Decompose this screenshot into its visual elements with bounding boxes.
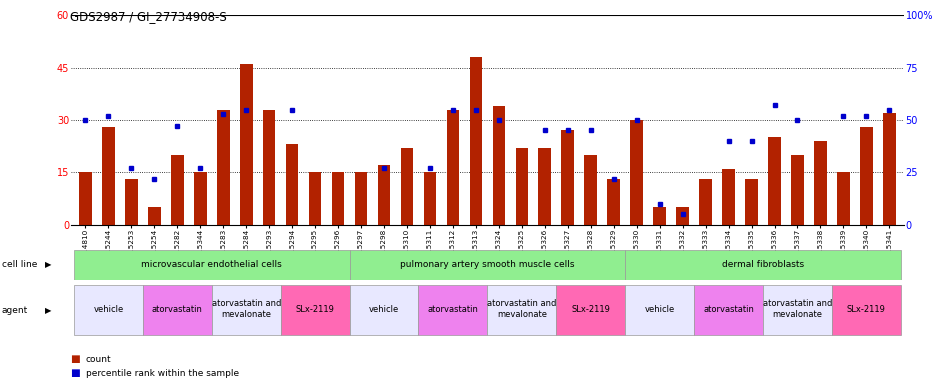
Bar (745, 179, 758, 225)
Bar (625, 285, 694, 335)
Bar (607, 179, 620, 225)
Bar (418, 285, 488, 335)
Text: atorvastatin: atorvastatin (428, 305, 478, 314)
Bar (217, 109, 229, 225)
Bar (194, 172, 207, 225)
Bar (143, 285, 212, 335)
Bar (631, 120, 643, 225)
Text: ▶: ▶ (45, 306, 52, 314)
Bar (79, 172, 92, 225)
Text: SLx-2119: SLx-2119 (572, 305, 610, 314)
Text: atorvastatin and
mevalonate: atorvastatin and mevalonate (212, 300, 281, 319)
Bar (722, 169, 735, 225)
Text: ■: ■ (70, 368, 80, 378)
Bar (814, 141, 827, 225)
Text: atorvastatin: atorvastatin (152, 305, 203, 314)
Text: pulmonary artery smooth muscle cells: pulmonary artery smooth muscle cells (400, 260, 574, 269)
Bar (240, 64, 253, 225)
Bar (354, 172, 368, 225)
Bar (515, 148, 528, 225)
Text: percentile rank within the sample: percentile rank within the sample (86, 369, 239, 378)
Bar (561, 131, 574, 225)
Text: atorvastatin and
mevalonate: atorvastatin and mevalonate (487, 300, 556, 319)
Bar (676, 207, 689, 225)
Text: GDS2987 / GI_27734908-S: GDS2987 / GI_27734908-S (70, 10, 227, 23)
Bar (332, 172, 344, 225)
Bar (400, 148, 414, 225)
Bar (171, 155, 183, 225)
Bar (148, 207, 161, 225)
Bar (74, 285, 143, 335)
Text: vehicle: vehicle (368, 305, 400, 314)
Bar (694, 285, 763, 335)
Bar (699, 179, 712, 225)
Bar (539, 148, 551, 225)
Bar (125, 179, 137, 225)
Bar (653, 207, 666, 225)
Text: cell line: cell line (2, 260, 38, 270)
Text: vehicle: vehicle (93, 305, 123, 314)
Text: vehicle: vehicle (645, 305, 675, 314)
Bar (768, 137, 781, 225)
Bar (350, 285, 418, 335)
Bar (281, 285, 350, 335)
Text: ■: ■ (70, 354, 80, 364)
Bar (832, 285, 901, 335)
Bar (446, 109, 460, 225)
Text: SLx-2119: SLx-2119 (296, 305, 335, 314)
Bar (378, 166, 390, 225)
Text: atorvastatin and
mevalonate: atorvastatin and mevalonate (762, 300, 832, 319)
Text: count: count (86, 354, 111, 364)
Text: microvascular endothelial cells: microvascular endothelial cells (141, 260, 282, 269)
Bar (883, 113, 896, 225)
Bar (470, 57, 482, 225)
Bar (763, 285, 832, 335)
Bar (625, 250, 901, 280)
Bar (556, 285, 625, 335)
Bar (585, 155, 597, 225)
Text: agent: agent (2, 306, 28, 314)
Bar (350, 250, 625, 280)
Bar (487, 285, 556, 335)
Bar (838, 172, 850, 225)
Bar (791, 155, 804, 225)
Text: ▶: ▶ (45, 260, 52, 270)
Bar (493, 106, 505, 225)
Bar (102, 127, 115, 225)
Bar (212, 285, 281, 335)
Text: SLx-2119: SLx-2119 (847, 305, 885, 314)
Bar (263, 109, 275, 225)
Bar (309, 172, 321, 225)
Bar (424, 172, 436, 225)
Bar (74, 250, 350, 280)
Bar (286, 144, 299, 225)
Text: dermal fibroblasts: dermal fibroblasts (722, 260, 804, 269)
Bar (860, 127, 872, 225)
Text: atorvastatin: atorvastatin (703, 305, 754, 314)
